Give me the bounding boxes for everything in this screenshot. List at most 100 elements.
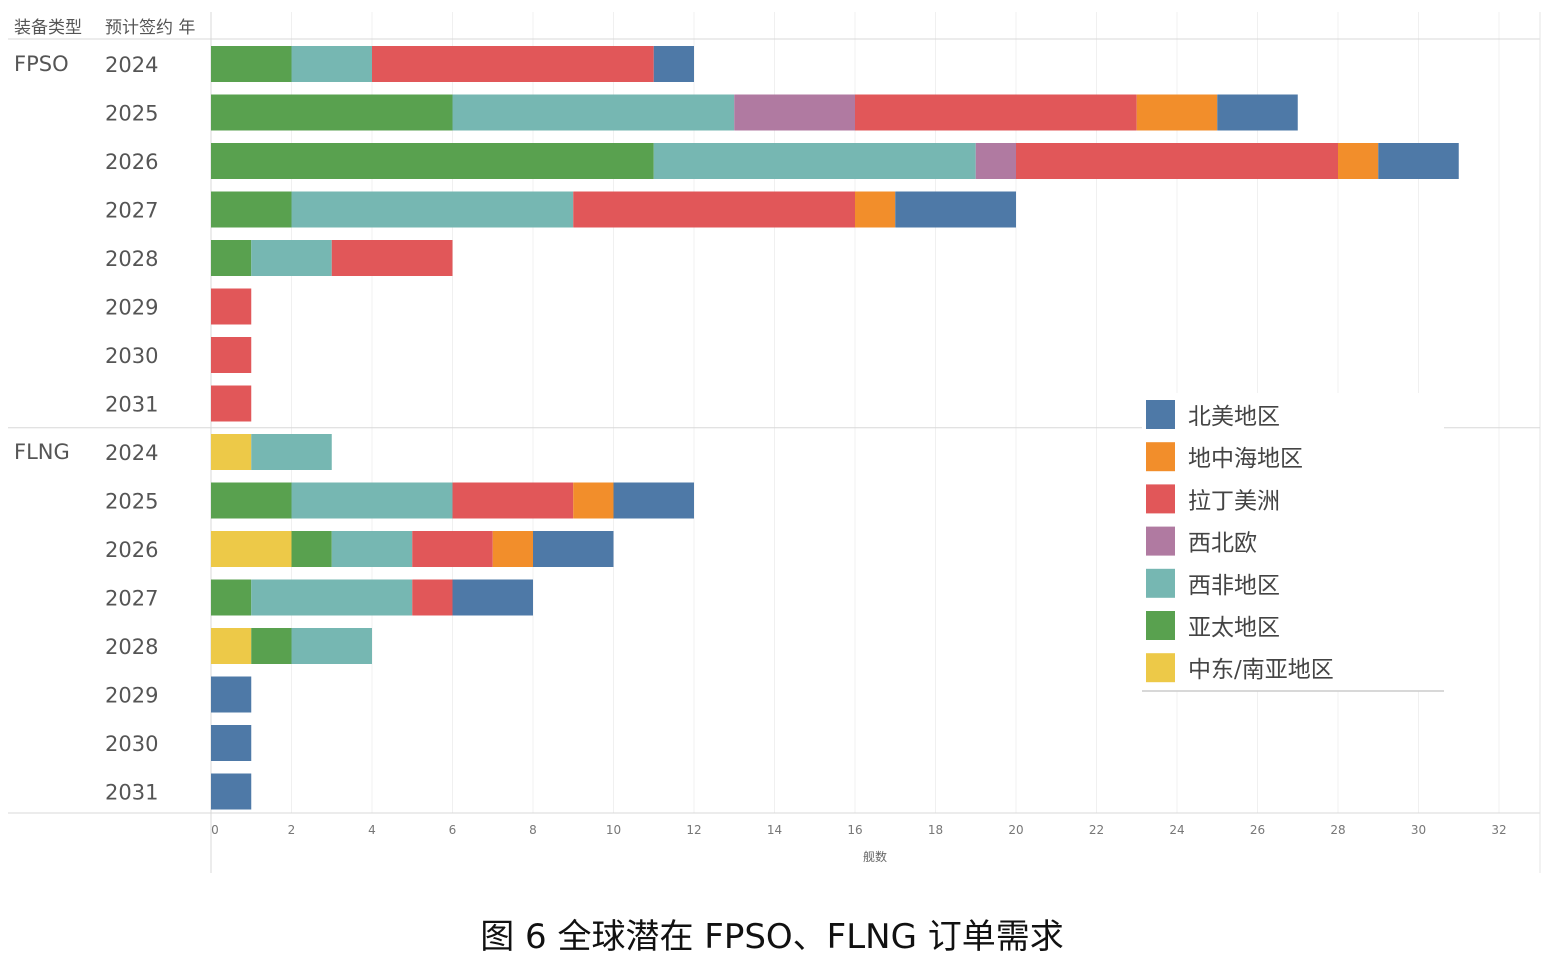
- x-tick-label: 12: [686, 823, 701, 837]
- year-label: 2031: [105, 393, 158, 417]
- bar-flng-2027-seg-6: [452, 579, 533, 616]
- bar-fpso-2025-seg-4: [855, 94, 1137, 131]
- bar-flng-2028-seg-1: [251, 628, 292, 664]
- legend-swatch: [1146, 400, 1175, 429]
- bar-flng-2026-seg-4: [412, 531, 493, 567]
- legend-label: 地中海地区: [1188, 446, 1303, 472]
- bar-fpso-2029-seg-4: [211, 288, 252, 325]
- x-tick-label: 28: [1330, 823, 1345, 837]
- bar-flng-2026-seg-0: [211, 531, 292, 567]
- bar-fpso-2025-seg-3: [734, 94, 855, 131]
- year-label: 2024: [105, 53, 158, 77]
- bar-fpso-2027-seg-4: [573, 191, 855, 228]
- bar-flng-2025-seg-1: [211, 482, 292, 519]
- year-label: 2031: [105, 781, 158, 805]
- bar-fpso-2030-seg-4: [211, 337, 252, 373]
- x-tick-label: 6: [449, 823, 457, 837]
- year-label: 2029: [105, 684, 158, 708]
- bar-fpso-2026-seg-4: [1016, 143, 1338, 179]
- bar-fpso-2028-seg-2: [251, 240, 332, 276]
- bar-flng-2026-seg-2: [331, 531, 413, 567]
- table-header: 装备类型 预计签约 年: [14, 18, 195, 38]
- x-tick-label: 10: [606, 823, 621, 837]
- year-label: 2028: [105, 635, 158, 659]
- bar-flng-2027-seg-1: [211, 579, 252, 616]
- bar-flng-2031-seg-6: [211, 773, 252, 810]
- legend-box: [1142, 393, 1444, 691]
- legend-swatch: [1146, 568, 1175, 598]
- legend-swatch: [1146, 442, 1175, 472]
- bar-fpso-2031-seg-4: [211, 385, 252, 422]
- legend-label: 西非地区: [1188, 573, 1280, 599]
- x-tick-label: 8: [529, 823, 537, 837]
- year-label: 2026: [105, 538, 158, 562]
- x-axis-label: 舰数: [863, 849, 887, 864]
- bar-fpso-2027-seg-5: [855, 191, 896, 228]
- header-signing-year: 预计签约 年: [105, 18, 195, 38]
- year-label: 2028: [105, 247, 158, 271]
- bar-flng-2025-seg-4: [452, 482, 574, 519]
- x-tick-label: 24: [1169, 823, 1184, 837]
- x-tick-label: 18: [928, 823, 943, 837]
- group-label-fpso: FPSO: [14, 52, 69, 76]
- legend-label: 北美地区: [1188, 404, 1280, 430]
- legend-label: 拉丁美洲: [1188, 488, 1280, 514]
- bar-flng-2028-seg-2: [291, 628, 372, 664]
- year-label: 2027: [105, 587, 158, 611]
- x-tick-label: 2: [288, 823, 296, 837]
- bar-fpso-2028-seg-1: [211, 240, 252, 276]
- year-label: 2026: [105, 150, 158, 174]
- bar-flng-2028-seg-0: [211, 628, 252, 664]
- year-label: 2024: [105, 441, 158, 465]
- x-axis-ticks: 0 2 4 6 8 10 12 14 16 18 20 22 24 26 28 30 32: [211, 823, 1506, 837]
- legend-label: 中东/南亚地区: [1188, 657, 1334, 683]
- bar-fpso-2025-seg-5: [1136, 94, 1218, 131]
- bar-fpso-2026-seg-3: [975, 143, 1016, 179]
- bar-flng-2025-seg-5: [573, 482, 614, 519]
- x-tick-label: 14: [767, 823, 782, 837]
- year-label: 2025: [105, 490, 158, 514]
- bar-flng-2026-seg-1: [291, 531, 332, 567]
- bar-fpso-2025-seg-6: [1217, 94, 1298, 131]
- legend-swatch: [1146, 653, 1175, 683]
- x-tick-label: 4: [368, 823, 376, 837]
- legend-swatch: [1146, 484, 1175, 514]
- bar-flng-2024-seg-0: [211, 434, 252, 470]
- year-label: 2030: [105, 344, 158, 368]
- bar-fpso-2024-seg-2: [291, 46, 372, 82]
- bar-flng-2027-seg-2: [251, 579, 413, 616]
- legend-swatch: [1146, 526, 1175, 556]
- figure-caption: 图 6 全球潜在 FPSO、FLNG 订单需求: [480, 917, 1064, 957]
- year-label: 2029: [105, 296, 158, 320]
- bar-flng-2027-seg-4: [412, 579, 453, 616]
- bar-fpso-2024-seg-6: [653, 46, 694, 82]
- bar-fpso-2026-seg-1: [211, 143, 654, 179]
- bar-flng-2029-seg-6: [211, 676, 252, 713]
- bar-fpso-2025-seg-1: [211, 94, 453, 131]
- legend-label: 西北欧: [1188, 531, 1257, 557]
- bar-fpso-2026-seg-6: [1378, 143, 1459, 179]
- x-tick-label: 26: [1250, 823, 1265, 837]
- x-tick-label: 16: [847, 823, 862, 837]
- bar-flng-2026-seg-6: [533, 531, 614, 567]
- bar-fpso-2024-seg-1: [211, 46, 292, 82]
- legend-swatch: [1146, 611, 1175, 640]
- year-label: 2025: [105, 102, 158, 126]
- bar-flng-2025-seg-6: [613, 482, 694, 519]
- x-tick-label: 32: [1491, 823, 1506, 837]
- x-tick-label: 20: [1008, 823, 1023, 837]
- bar-flng-2025-seg-2: [291, 482, 453, 519]
- bar-fpso-2028-seg-4: [331, 240, 453, 276]
- bar-flng-2024-seg-2: [251, 434, 332, 470]
- bar-fpso-2025-seg-2: [452, 94, 735, 131]
- bar-fpso-2024-seg-4: [372, 46, 654, 82]
- group-label-flng: FLNG: [14, 440, 70, 464]
- x-tick-label: 30: [1411, 823, 1426, 837]
- year-label: 2030: [105, 732, 158, 756]
- bar-flng-2026-seg-5: [492, 531, 533, 567]
- bar-fpso-2026-seg-5: [1338, 143, 1379, 179]
- legend-label: 亚太地区: [1188, 615, 1280, 641]
- bar-fpso-2027-seg-2: [291, 191, 574, 228]
